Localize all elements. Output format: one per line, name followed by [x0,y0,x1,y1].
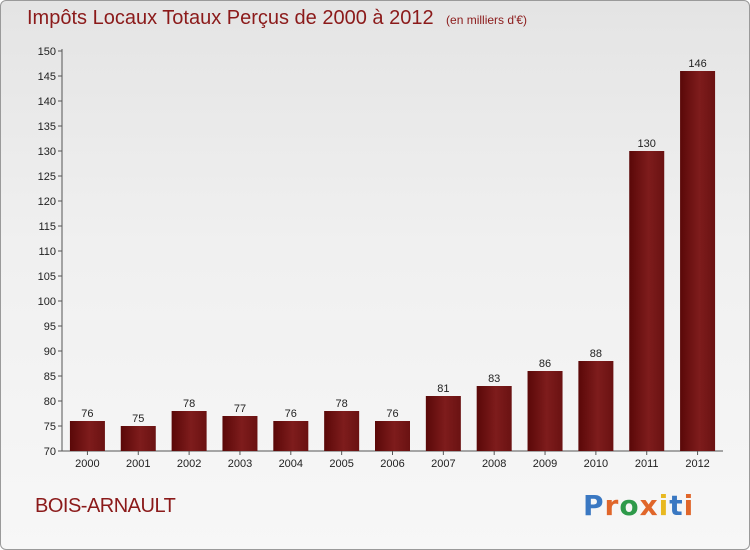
bar-value-label: 88 [590,348,602,360]
bar-value-label: 78 [183,398,195,410]
y-tick-label: 85 [44,371,56,383]
bar [527,371,563,451]
bar [120,426,156,451]
y-tick-label: 120 [38,196,56,208]
x-tick-label: 2008 [482,458,506,470]
bar-value-label: 75 [132,413,144,425]
y-tick-label: 110 [38,246,56,258]
bar-value-label: 146 [688,58,706,70]
x-tick-label: 2000 [75,458,99,470]
bar-value-label: 77 [234,403,246,415]
y-tick-label: 130 [38,146,56,158]
bar [476,386,512,451]
x-tick-label: 2009 [533,458,557,470]
x-tick-label: 2006 [380,458,404,470]
x-tick-label: 2011 [635,458,659,470]
x-tick-label: 2001 [126,458,150,470]
bar [425,396,461,451]
bar-value-label: 78 [336,398,348,410]
y-tick-label: 105 [38,271,56,283]
bar [69,421,105,451]
bar-value-label: 86 [539,358,551,370]
y-tick-label: 125 [38,171,56,183]
chart-title-row: Impôts Locaux Totaux Perçus de 2000 à 20… [27,7,527,30]
y-tick-label: 100 [38,296,56,308]
x-tick-label: 2005 [329,458,353,470]
chart-title: Impôts Locaux Totaux Perçus de 2000 à 20… [27,7,434,29]
bar [222,416,258,451]
place-name: BOIS-ARNAULT [35,495,176,517]
y-tick-label: 145 [38,71,56,83]
chart-axes: 70 75 80 85 90 95 100 105 110 115 120 125 130 135 140 1… [38,46,723,470]
y-tick-label: 90 [44,346,56,358]
bar-value-label: 130 [638,138,656,150]
y-tick-label: 150 [38,46,56,58]
bar-value-label: 76 [285,408,297,420]
x-tick-label: 2003 [228,458,252,470]
x-tick-label: 2007 [431,458,455,470]
bar [578,361,614,451]
bar [680,71,716,451]
bar-value-label: 76 [81,408,93,420]
chart-bars: 76 75 78 77 76 78 76 81 83 86 88 130 146 [69,58,716,451]
bar [273,421,309,451]
y-tick-label: 115 [38,221,56,233]
chart-subtitle: (en milliers d'€) [446,13,528,27]
x-tick-label: 2010 [584,458,608,470]
proxiti-logo: Proxiti [583,489,695,522]
bar [375,421,410,451]
bar-value-label: 76 [386,408,398,420]
y-tick-label: 95 [44,321,56,333]
x-tick-label: 2012 [685,458,709,470]
y-tick-label: 75 [44,421,56,433]
bar-value-label: 83 [488,373,500,385]
y-tick-label: 80 [44,396,56,408]
bar [629,151,665,451]
x-tick-label: 2002 [177,458,201,470]
y-tick-label: 70 [44,446,56,458]
y-tick-label: 135 [38,121,56,133]
bar [324,411,360,451]
x-tick-label: 2004 [279,458,303,470]
y-tick-label: 140 [38,96,56,108]
bar-value-label: 81 [437,383,449,395]
bar [171,411,207,451]
